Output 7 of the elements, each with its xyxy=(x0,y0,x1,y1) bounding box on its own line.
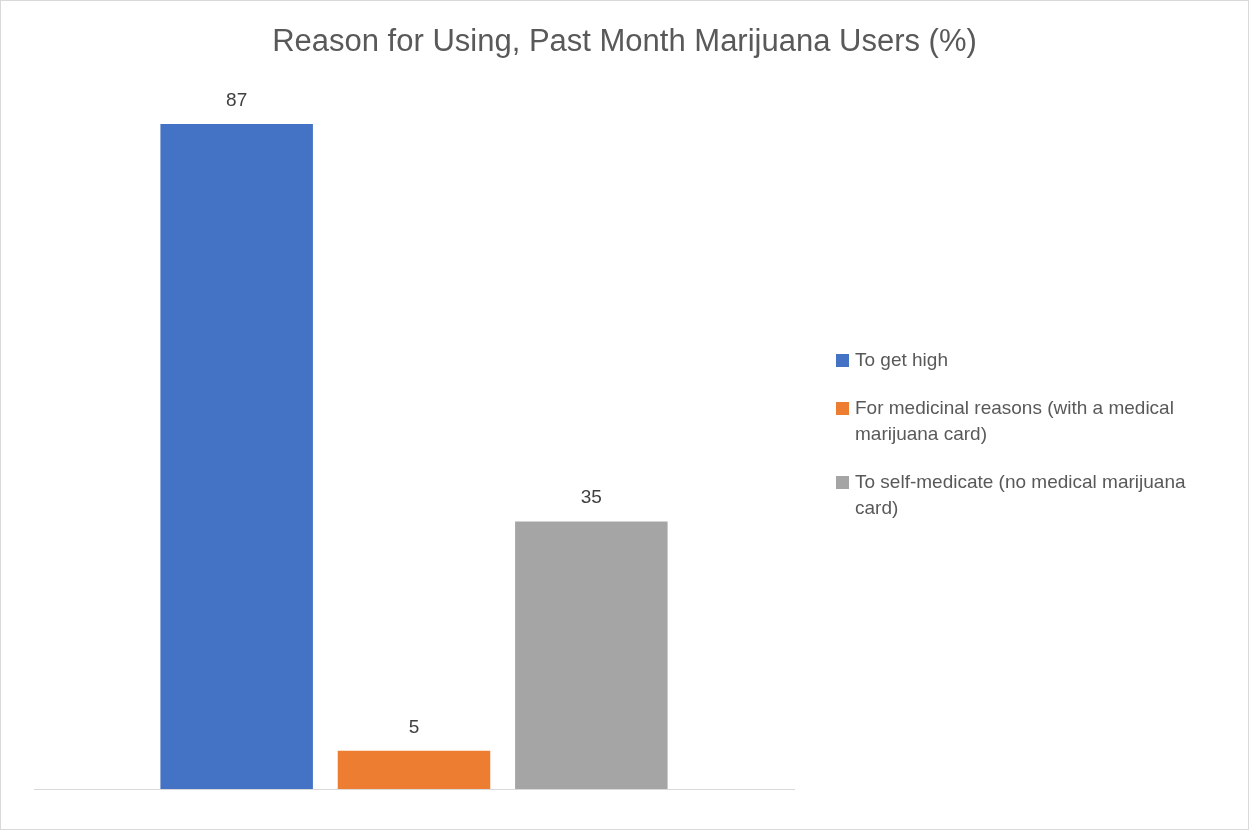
data-label: 87 xyxy=(226,88,248,110)
legend-label: To get high xyxy=(855,348,948,372)
data-label: 5 xyxy=(408,715,420,737)
legend-label: For medicinal reasons (with a medical marijuana card) xyxy=(855,396,1175,446)
legend-label: To self-medicate (no medical marijuana card) xyxy=(855,470,1187,520)
chart-title: Reason for Using, Past Month Marijuana Users (%) xyxy=(271,23,978,59)
data-label: 35 xyxy=(580,486,602,508)
